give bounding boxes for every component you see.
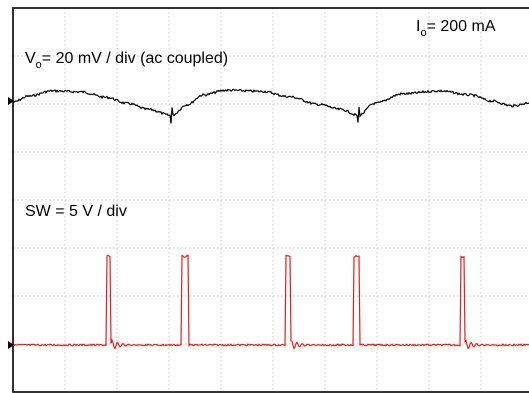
ch1-trace [12, 88, 529, 124]
ch1-ground-marker [8, 97, 14, 105]
ch2-trace [12, 254, 529, 350]
plot-frame [12, 7, 529, 393]
ch2-scale-label: SW = 5 V / div [25, 203, 127, 220]
current-label: Io= 200 mA [416, 18, 496, 39]
ch2-ground-marker [8, 341, 14, 349]
ch1-scale-label: Vo= 20 mV / div (ac coupled) [25, 50, 228, 71]
